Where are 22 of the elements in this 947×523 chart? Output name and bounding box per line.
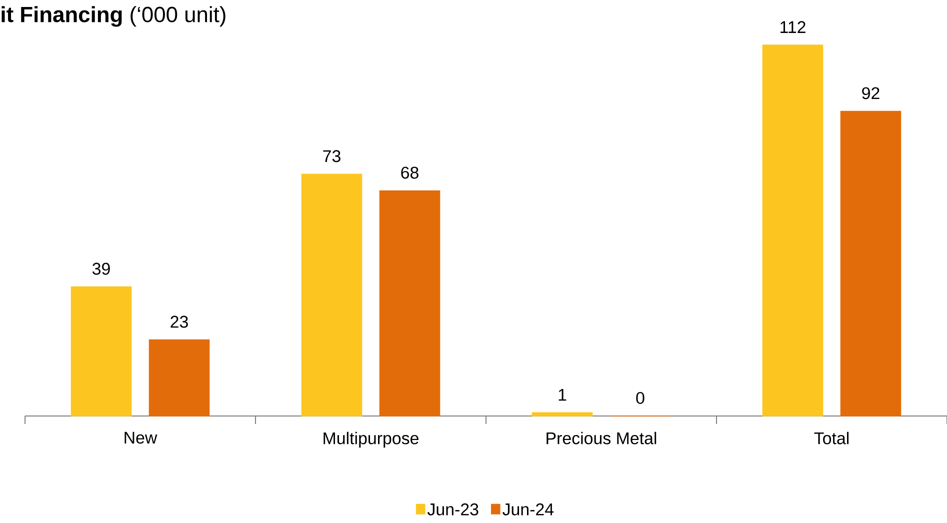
data-label: 1 — [558, 388, 566, 401]
legend-label: Jun-23 — [427, 503, 478, 516]
x-tick-label: Total — [814, 432, 849, 444]
x-tick-label: New — [124, 432, 158, 444]
data-label: 68 — [401, 166, 418, 179]
x-tick-label: Precious Metal — [546, 432, 656, 444]
bar — [532, 412, 593, 416]
legend-label: Jun-24 — [502, 503, 554, 516]
data-label: 92 — [862, 87, 880, 100]
data-label: 23 — [170, 316, 188, 328]
bar — [148, 339, 210, 416]
bar — [301, 174, 362, 416]
data-label: 73 — [323, 150, 340, 162]
chart-title: it Financing (‘000 unit) — [2, 6, 226, 27]
data-label: 39 — [92, 262, 110, 275]
bar — [762, 44, 824, 416]
data-label: 112 — [780, 21, 806, 33]
data-label: 0 — [636, 392, 644, 404]
bar — [840, 110, 902, 416]
x-tick-label: Multipurpose — [324, 432, 418, 448]
bar — [379, 190, 440, 416]
bar — [70, 286, 132, 416]
